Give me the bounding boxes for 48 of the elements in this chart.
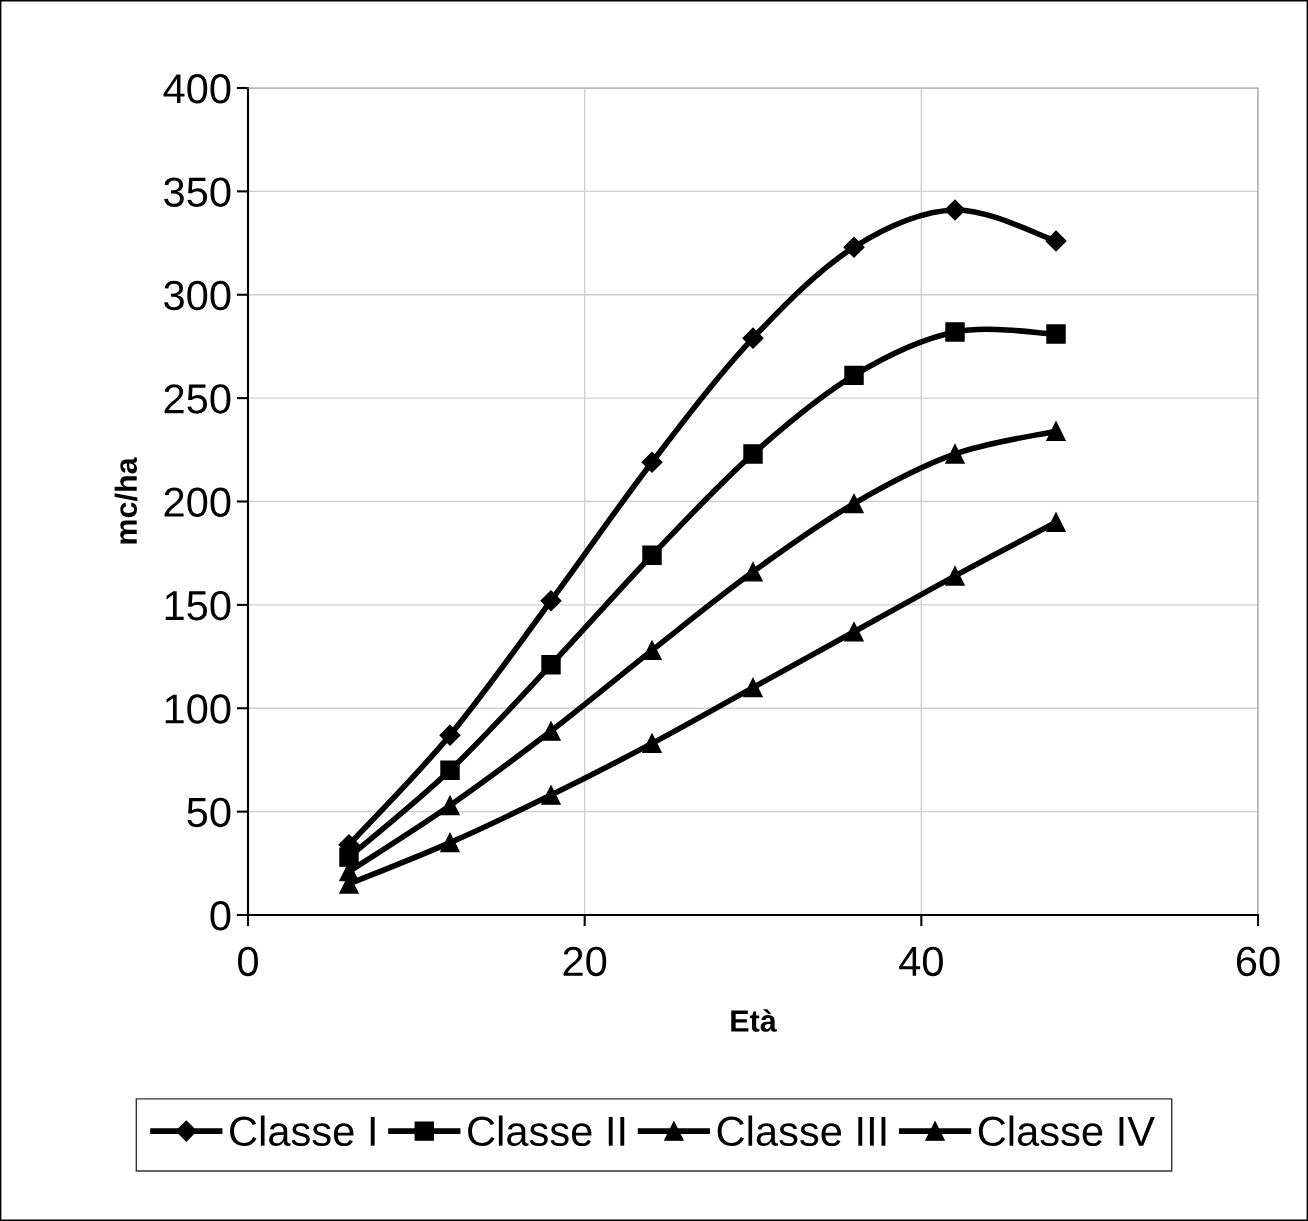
point [339, 847, 359, 867]
point [844, 622, 864, 642]
legend-label: Classe IV [978, 1115, 1155, 1147]
point [945, 322, 965, 342]
y-tick-label: 400 [163, 74, 231, 104]
y-tick-label: 150 [165, 590, 231, 621]
point [945, 566, 965, 586]
point [1046, 512, 1066, 532]
point [1046, 324, 1066, 344]
y-tick-label: 300 [164, 280, 231, 311]
point [1046, 421, 1066, 441]
point [844, 493, 864, 514]
point [540, 590, 562, 612]
point [1045, 230, 1067, 252]
point [440, 795, 460, 816]
point [944, 199, 966, 221]
point [541, 721, 561, 741]
point [440, 760, 460, 780]
x-tick-label: 60 [1236, 946, 1280, 977]
x-tick-label: 20 [563, 946, 607, 977]
point [743, 562, 763, 582]
point [945, 444, 965, 464]
legend-label: Classe II [468, 1115, 625, 1147]
point [743, 444, 763, 464]
point [541, 785, 561, 805]
point [843, 236, 865, 258]
y-tick-label: 50 [187, 797, 231, 828]
y-tick-label: 250 [164, 384, 231, 414]
y-tick-label: 0 [210, 901, 231, 931]
point [642, 545, 662, 565]
y-tick-label: 200 [164, 487, 231, 518]
y-axis-title: mc/ha [114, 457, 138, 544]
point [440, 832, 460, 853]
x-tick-label: 40 [899, 946, 943, 977]
y-tick-label: 100 [165, 694, 231, 724]
point [642, 733, 662, 754]
x-tick-label: 0 [238, 946, 258, 977]
point [742, 327, 764, 349]
point [641, 451, 663, 473]
point [642, 640, 662, 661]
point [844, 365, 864, 386]
point [439, 724, 461, 746]
point [541, 655, 561, 675]
point [743, 677, 763, 698]
legend-label: Classe III [717, 1115, 886, 1147]
legend-label: Classe I [230, 1115, 375, 1147]
x-axis-title: Età [731, 1009, 777, 1032]
y-tick-label: 350 [164, 177, 231, 207]
